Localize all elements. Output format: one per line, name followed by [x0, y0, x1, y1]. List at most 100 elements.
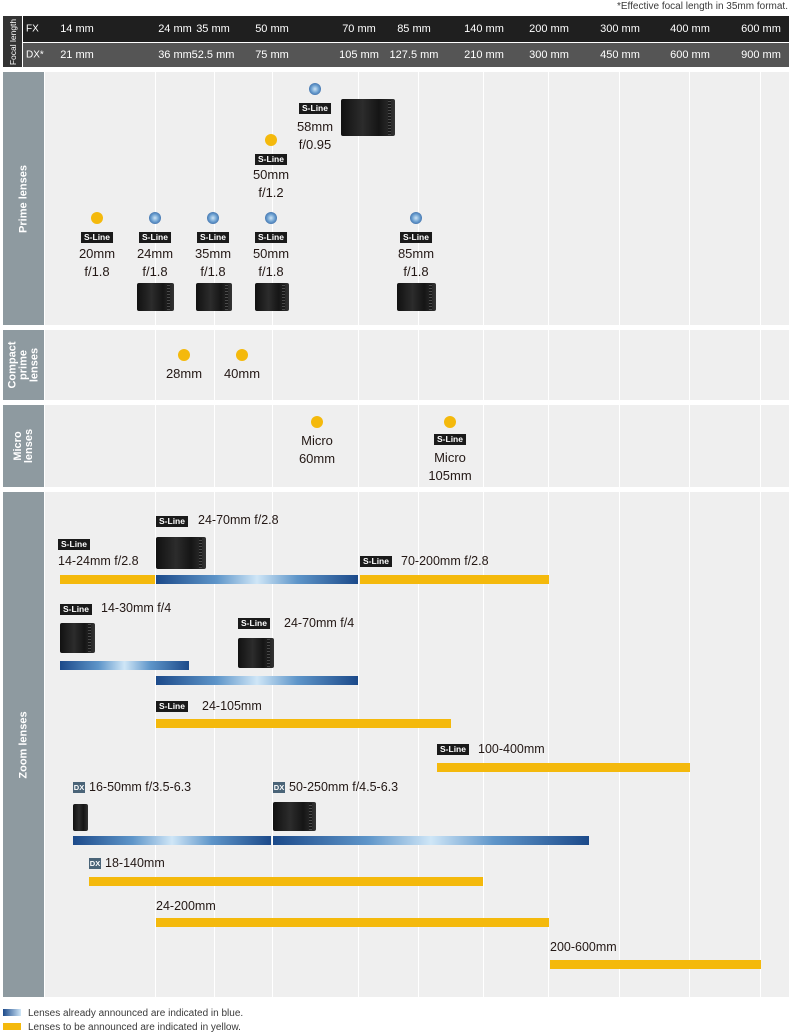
lens-24-70-f28-image: [156, 537, 206, 569]
compact-section-label: Compact prime lenses: [3, 330, 44, 400]
gridline: [155, 330, 156, 400]
prime-section-panel: S-Line 58mm f/0.95 S-Line 50mm f/1.2 S-L…: [45, 72, 789, 325]
lens-name: 58mm f/0.95: [296, 119, 334, 152]
lens-40mm-label: 40mm: [223, 366, 261, 381]
zoom-14-30-range-bar: [60, 661, 189, 670]
lens-24mm-image: [137, 283, 174, 311]
micro-section-title: Micro lenses: [11, 428, 35, 464]
dx-value: 21 mm: [60, 49, 94, 61]
planned-dot: [444, 416, 456, 428]
gridline: [689, 72, 690, 325]
fx-focal-row: FX 14 mm 24 mm 35 mm 50 mm 70 mm 85 mm 1…: [23, 16, 789, 42]
lens-24mm-label: 24mm f/1.8: [137, 245, 173, 281]
planned-dot: [91, 212, 103, 224]
zoom-24-70-f4-label: 24-70mm f/4: [284, 616, 355, 630]
zoom-24-70-f28-label: 24-70mm f/2.8: [198, 513, 279, 527]
zoom-200-600-label: 200-600mm: [550, 940, 617, 954]
s-line-badge: S-Line: [437, 744, 469, 755]
zoom-50-250-dx-label: DX 50-250mm f/4.5-6.3: [273, 780, 398, 794]
lens-85mm-image: [397, 283, 436, 311]
s-line-badge: S-Line: [255, 154, 287, 165]
gridline: [358, 492, 359, 997]
dx-badge: DX: [73, 782, 85, 793]
gridline: [760, 72, 761, 325]
micro-section-panel: Micro 60mm S-Line Micro 105mm: [45, 405, 789, 487]
zoom-70-200-f28-label: 70-200mm f/2.8: [401, 554, 489, 568]
gridline: [358, 405, 359, 487]
zoom-section-label: Zoom lenses: [3, 492, 44, 997]
lens-name: 85mm f/1.8: [397, 246, 435, 279]
compact-section-title: Compact prime lenses: [6, 341, 40, 389]
dx-badge: DX: [89, 858, 101, 869]
planned-dot: [265, 134, 277, 146]
gridline: [418, 330, 419, 400]
fx-tag: FX: [26, 23, 39, 35]
lens-name: Micro 105mm: [428, 450, 472, 483]
gridline: [548, 492, 549, 997]
dx-value: 210 mm: [464, 49, 504, 61]
lens-58mm-image: [341, 99, 395, 136]
zoom-200-600-range-bar: [550, 960, 761, 969]
fx-value: 50 mm: [255, 23, 289, 35]
lens-name: 24mm f/1.8: [136, 246, 174, 279]
gridline: [272, 492, 273, 997]
zoom-16-50-dx-label: DX 16-50mm f/3.5-6.3: [73, 780, 191, 794]
planned-dot: [311, 416, 323, 428]
s-line-badge: S-Line: [156, 701, 188, 712]
zoom-14-24-range-bar: [60, 575, 155, 584]
gridline: [548, 330, 549, 400]
fx-value: 24 mm: [158, 23, 192, 35]
gridline: [483, 405, 484, 487]
fx-value: 14 mm: [60, 23, 94, 35]
dx-value: 36 mm: [158, 49, 192, 61]
gridline: [548, 72, 549, 325]
announced-dot: [410, 212, 422, 224]
zoom-section-panel: S-Line 24-70mm f/2.8 S-Line 14-24mm f/2.…: [45, 492, 789, 997]
fx-value: 140 mm: [464, 23, 504, 35]
legend-planned: Lenses to be announced are indicated in …: [3, 1022, 241, 1033]
gridline: [760, 330, 761, 400]
lens-35mm-label: 35mm f/1.8: [195, 245, 231, 281]
s-line-badge: S-Line: [197, 232, 229, 243]
lens-micro-105mm-label: Micro 105mm: [428, 449, 471, 485]
zoom-70-200-range-bar: [360, 575, 549, 584]
gridline: [155, 405, 156, 487]
lens-35mm-image: [196, 283, 232, 311]
gridline: [689, 492, 690, 997]
s-line-badge: S-Line: [81, 232, 113, 243]
zoom-100-400-range-bar: [437, 763, 690, 772]
gridline: [272, 405, 273, 487]
gridline: [214, 330, 215, 400]
dx-value: 52.5 mm: [191, 49, 235, 61]
gridline: [483, 72, 484, 325]
lens-name: Micro 60mm: [298, 433, 336, 466]
compact-section-panel: 28mm 40mm: [45, 330, 789, 400]
zoom-14-24-f28-label: 14-24mm f/2.8: [58, 554, 139, 568]
gridline: [619, 330, 620, 400]
gridline: [155, 72, 156, 325]
gridline: [272, 330, 273, 400]
gridline: [689, 405, 690, 487]
s-line-badge: S-Line: [299, 103, 331, 114]
zoom-24-200-range-bar: [156, 918, 549, 927]
fx-value: 85 mm: [397, 23, 431, 35]
gridline: [155, 492, 156, 997]
lens-50mm-image: [255, 283, 289, 311]
dx-value: 600 mm: [670, 49, 710, 61]
lens-name: 16-50mm f/3.5-6.3: [89, 780, 192, 794]
dx-value: 300 mm: [529, 49, 569, 61]
lens-name: 35mm f/1.8: [194, 246, 232, 279]
announced-dot: [309, 83, 321, 95]
s-line-badge: S-Line: [360, 556, 392, 567]
focal-length-label-box: Focal length: [3, 16, 22, 67]
planned-dot: [236, 349, 248, 361]
dx-value: 127.5 mm: [389, 49, 439, 61]
zoom-24-105-range-bar: [156, 719, 451, 728]
fx-value: 600 mm: [741, 23, 781, 35]
lens-50mm-f12-label: 50mm f/1.2: [253, 166, 289, 202]
s-line-badge: S-Line: [400, 232, 432, 243]
fx-value: 300 mm: [600, 23, 640, 35]
gridline: [358, 72, 359, 325]
gridline: [214, 492, 215, 997]
gridline: [214, 405, 215, 487]
